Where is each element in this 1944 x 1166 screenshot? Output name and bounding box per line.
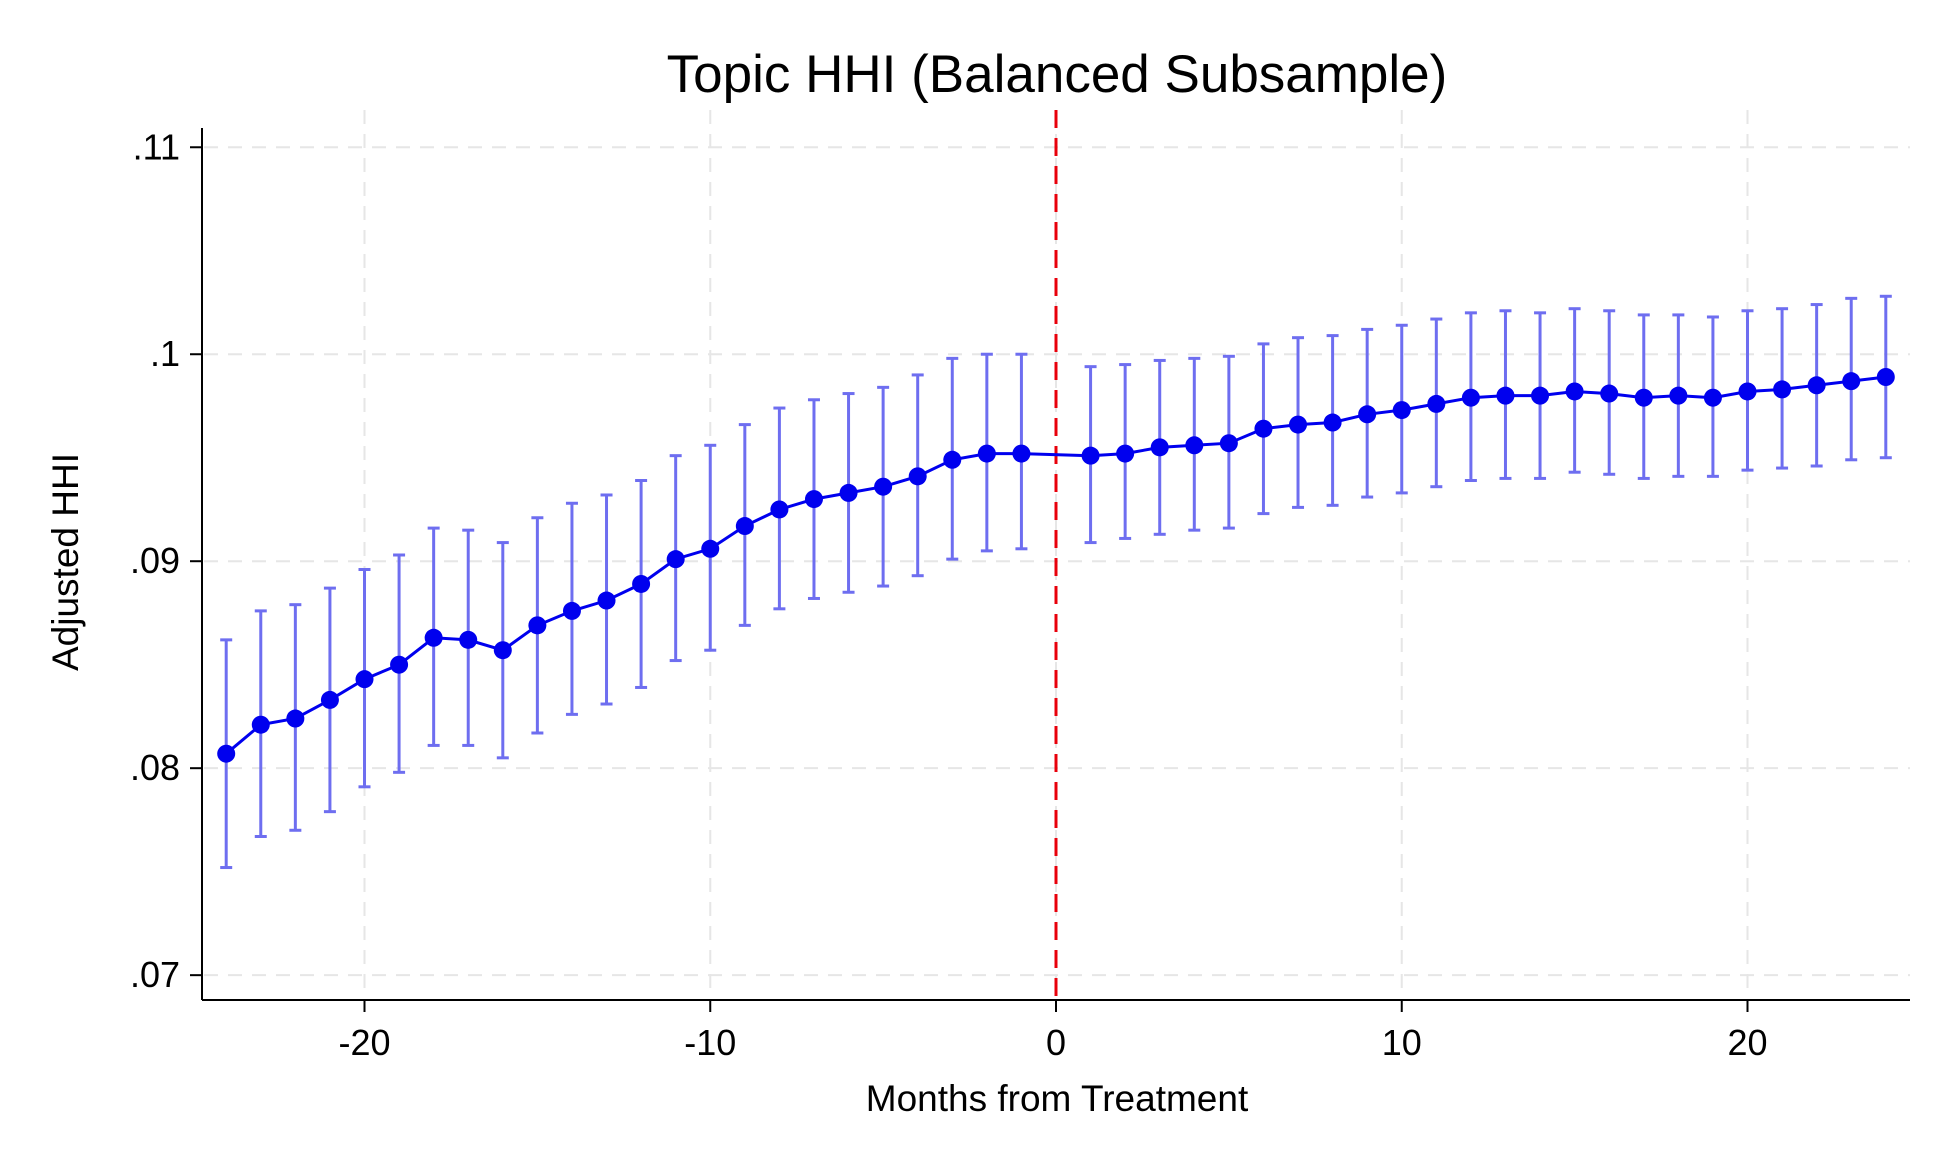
y-tick-label: .08 bbox=[130, 747, 180, 788]
data-point bbox=[424, 628, 443, 647]
data-point bbox=[735, 517, 754, 536]
series-points bbox=[217, 368, 1895, 763]
data-point bbox=[943, 450, 962, 469]
x-axis-title: Months from Treatment bbox=[866, 1078, 1249, 1119]
data-point bbox=[1807, 376, 1826, 395]
data-point bbox=[1185, 436, 1204, 455]
data-point bbox=[666, 550, 685, 569]
data-point bbox=[908, 467, 927, 486]
data-point bbox=[770, 500, 789, 519]
data-point bbox=[1565, 382, 1584, 401]
data-point bbox=[1012, 444, 1031, 463]
data-point bbox=[1876, 368, 1895, 386]
data-point bbox=[459, 630, 478, 649]
data-point bbox=[1116, 444, 1135, 463]
data-point bbox=[1358, 405, 1377, 424]
x-tick-label: 20 bbox=[1727, 1022, 1767, 1063]
data-point bbox=[804, 490, 823, 509]
data-point bbox=[493, 641, 512, 660]
data-point bbox=[874, 477, 893, 496]
y-tick-label: .07 bbox=[130, 954, 180, 995]
y-tick-label: .11 bbox=[133, 126, 180, 167]
y-axis-title: Adjusted HHI bbox=[45, 453, 86, 671]
data-point bbox=[1289, 415, 1308, 434]
data-point bbox=[355, 670, 374, 689]
data-point bbox=[632, 574, 651, 593]
data-point bbox=[1323, 413, 1342, 432]
data-point bbox=[1669, 386, 1688, 405]
data-point bbox=[1842, 372, 1861, 391]
x-tick-label: 10 bbox=[1382, 1022, 1422, 1063]
y-tick-label: .1 bbox=[150, 333, 180, 374]
x-tick-label: -10 bbox=[684, 1022, 736, 1063]
data-point bbox=[701, 539, 720, 558]
data-point bbox=[1219, 434, 1238, 453]
data-point bbox=[1461, 388, 1480, 407]
data-point bbox=[1081, 446, 1100, 465]
data-point bbox=[1634, 388, 1653, 407]
data-point bbox=[562, 601, 581, 620]
data-point bbox=[597, 591, 616, 610]
x-tick-label: 0 bbox=[1046, 1022, 1066, 1063]
data-point bbox=[1254, 419, 1273, 438]
data-point bbox=[1703, 388, 1722, 407]
data-point bbox=[1600, 384, 1619, 403]
chart-title: Topic HHI (Balanced Subsample) bbox=[667, 45, 1448, 104]
tick-marks: .07 .08 .09 .1 .11 -20 -10 0 10 20 bbox=[130, 126, 1768, 1063]
data-point bbox=[1150, 438, 1169, 457]
data-point bbox=[1427, 394, 1446, 413]
data-point bbox=[1392, 401, 1411, 420]
data-point bbox=[1738, 382, 1757, 401]
data-point bbox=[286, 709, 305, 728]
data-point bbox=[390, 655, 409, 674]
y-tick-label: .09 bbox=[130, 540, 180, 581]
data-point bbox=[1773, 380, 1792, 399]
data-point bbox=[977, 444, 996, 463]
x-tick-label: -20 bbox=[338, 1022, 390, 1063]
data-point bbox=[251, 715, 270, 734]
data-point bbox=[1531, 386, 1550, 405]
data-point bbox=[1496, 386, 1515, 405]
data-point bbox=[217, 744, 236, 763]
data-point bbox=[320, 690, 339, 709]
data-point bbox=[839, 483, 858, 502]
data-point bbox=[528, 616, 547, 635]
